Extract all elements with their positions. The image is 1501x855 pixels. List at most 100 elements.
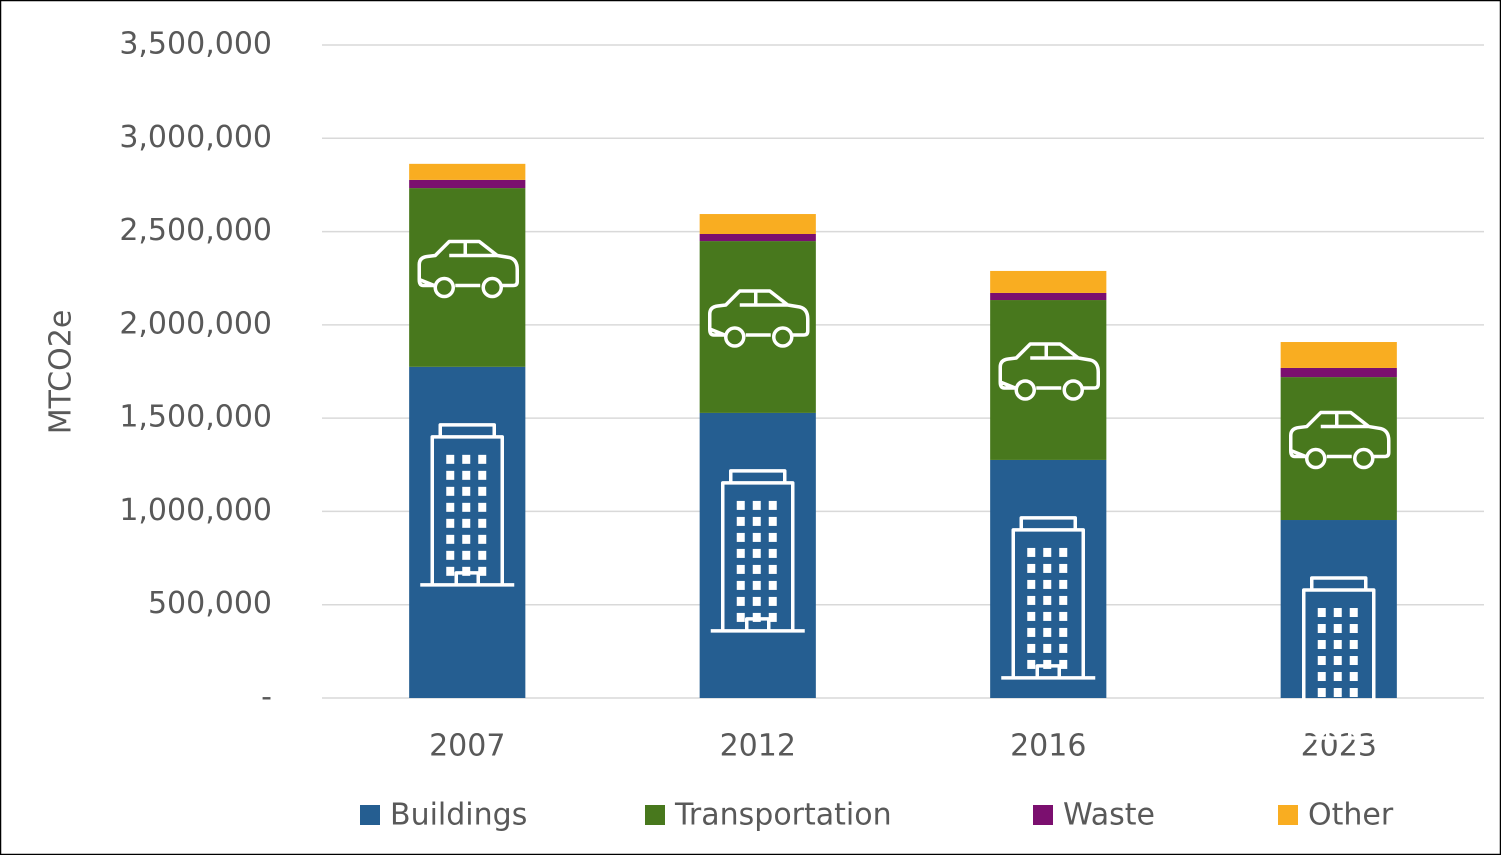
bar-segment [699,214,816,234]
car-icon [998,342,1100,401]
bar-segment [409,188,526,367]
building-window [1027,627,1036,637]
building-window [768,612,777,622]
building-window [1317,608,1326,618]
building-window [1317,672,1326,682]
legend-swatch [360,805,380,825]
building-window [1349,608,1358,618]
building-window [1027,659,1036,669]
building-window [1059,563,1068,573]
building-window [736,548,745,558]
bar-segment [699,233,816,242]
building-window [752,548,761,558]
building-door [1326,724,1352,739]
legend-label: Waste [1063,798,1155,833]
bar-segment [409,366,526,698]
building-outline [1291,576,1386,740]
building-window [478,470,487,480]
x-tick-label: 2007 [429,729,505,764]
building-window [768,596,777,606]
legend-label: Other [1308,798,1394,833]
building-window [736,612,745,622]
building-window [1333,624,1342,634]
car-wheel [481,276,503,299]
car-icon [708,289,810,348]
building-window [1043,595,1052,605]
y-tick-label: 2,500,000 [119,213,272,248]
bar-segment [990,270,1107,293]
y-tick-label: 500,000 [148,586,272,621]
building-window [1317,624,1326,634]
building-window [1317,640,1326,650]
bar-segment [1280,342,1397,368]
building-window [1043,563,1052,573]
bar-segment [1280,377,1397,521]
y-tick-label: - [261,680,272,715]
building-window [736,580,745,590]
building-window [1043,547,1052,557]
car-wheel [772,326,794,348]
legend-swatch [1033,805,1053,825]
y-tick-label: 3,000,000 [119,120,272,155]
car-wheel [724,326,746,348]
building-window [1317,704,1326,714]
x-tick-label: 2023 [1301,729,1377,764]
building-window [1043,579,1052,589]
car-wheel [1014,379,1036,401]
bar-segment [990,292,1107,301]
building-window [446,454,455,464]
building-window [1349,624,1358,634]
building-door [1035,664,1061,678]
car-wheel [1305,447,1327,470]
bar-segment [990,459,1107,698]
building-window [1059,627,1068,637]
building-window [1317,656,1326,666]
building-icon [1001,516,1096,680]
building-window [1317,688,1326,698]
building-window [1333,608,1342,618]
building-window [768,500,777,510]
building-window [752,532,761,542]
car-wheel [1062,379,1084,401]
building-window [1349,720,1358,730]
building-window [462,454,471,464]
building-window [478,486,487,496]
building-window [1333,656,1342,666]
building-window [446,518,455,528]
building-window [446,566,455,576]
building-window [768,564,777,574]
legend-label: Transportation [674,798,892,833]
building-window [462,518,471,528]
legend-label: Buildings [390,798,527,833]
building-window [752,516,761,526]
y-tick-label: 3,500,000 [119,27,272,62]
legend-swatch [1278,805,1298,825]
building-window [478,518,487,528]
car-icon [1289,410,1391,470]
x-tick-label: 2012 [720,729,796,764]
bar-segment [699,241,816,413]
building-window [1059,643,1068,653]
building-window [1043,611,1052,621]
building-window [1333,704,1342,714]
building-window [1349,640,1358,650]
building-window [768,516,777,526]
building-window [768,548,777,558]
building-window [1043,643,1052,653]
building-window [446,534,455,544]
building-window [736,596,745,606]
building-window [1333,672,1342,682]
building-window [736,532,745,542]
building-window [446,470,455,480]
bar-segment [409,163,526,180]
building-window [736,500,745,510]
building-window [1349,672,1358,682]
car-icon [417,239,519,299]
building-window [1059,659,1068,669]
building-window [752,500,761,510]
building-window [1027,643,1036,653]
building-window [446,486,455,496]
building-window [1349,656,1358,666]
building-icon [420,423,515,587]
